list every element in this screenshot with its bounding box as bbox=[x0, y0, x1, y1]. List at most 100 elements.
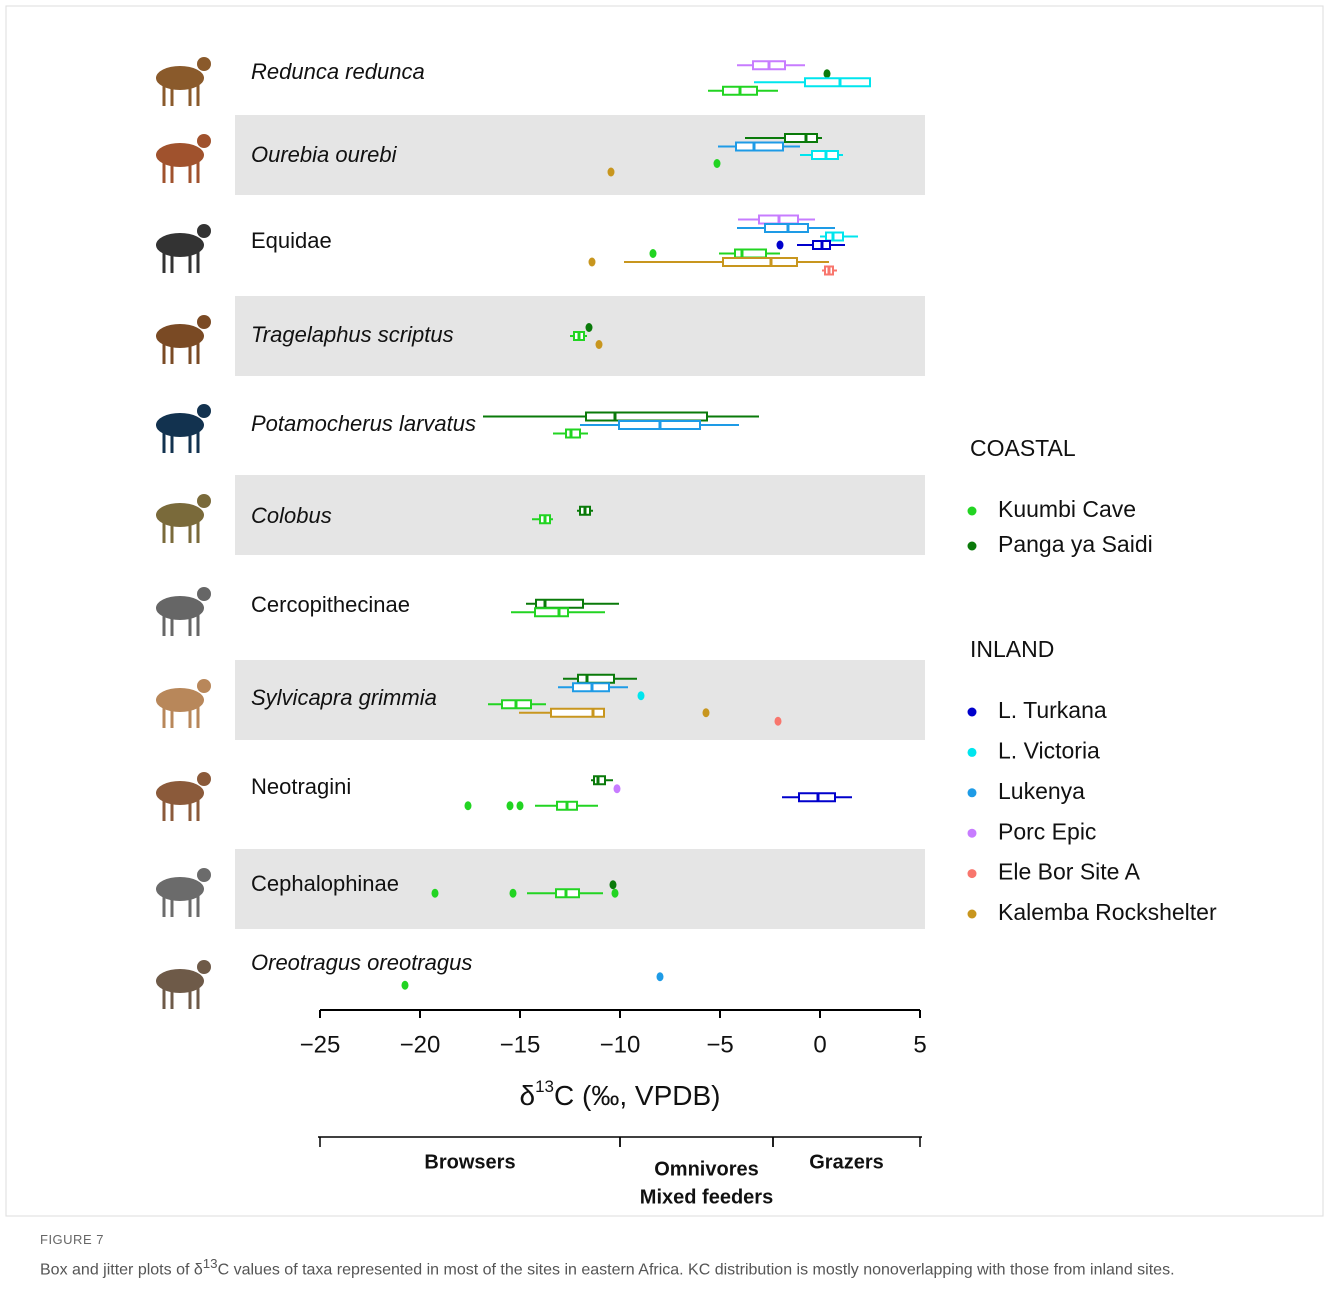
caption: FIGURE 7 Box and jitter plots of δ13C va… bbox=[40, 1228, 1302, 1282]
point bbox=[401, 980, 409, 990]
animal-body bbox=[156, 233, 204, 257]
x-label-prefix: δ bbox=[520, 1080, 536, 1111]
point bbox=[516, 801, 524, 811]
animal-icon bbox=[156, 587, 211, 636]
animal-head bbox=[197, 494, 211, 508]
x-tick-label: −20 bbox=[400, 1031, 441, 1058]
animal-icon bbox=[156, 494, 211, 543]
box bbox=[722, 257, 798, 267]
legend-title: INLAND bbox=[970, 636, 1054, 662]
animal-head bbox=[197, 772, 211, 786]
animal-body bbox=[156, 413, 204, 437]
category-label: Oreotragus oreotragus bbox=[251, 950, 472, 975]
animal-icon bbox=[156, 404, 211, 453]
animal-icon bbox=[156, 57, 211, 106]
category-label: Potamocherus larvatus bbox=[251, 411, 476, 436]
category-label: Ourebia ourebi bbox=[251, 142, 398, 167]
legend-label: L. Victoria bbox=[998, 737, 1100, 763]
animal-head bbox=[197, 224, 211, 238]
legend-dot bbox=[967, 541, 977, 551]
point bbox=[613, 784, 621, 794]
animal-body bbox=[156, 324, 204, 348]
legend-dot bbox=[967, 828, 977, 838]
animal-body bbox=[156, 969, 204, 993]
category-label: Sylvicapra grimmia bbox=[251, 685, 437, 710]
box bbox=[585, 411, 708, 422]
category-label: Cephalophinae bbox=[251, 871, 399, 896]
category-label: Colobus bbox=[251, 503, 332, 528]
feeding-group-label: Grazers bbox=[809, 1151, 884, 1173]
legend-label: Porc Epic bbox=[998, 818, 1096, 844]
point bbox=[595, 340, 603, 349]
box bbox=[804, 77, 871, 88]
point bbox=[464, 801, 472, 811]
animal-icon bbox=[156, 315, 211, 364]
x-tick-label: 0 bbox=[813, 1031, 826, 1058]
legend-dot bbox=[967, 707, 977, 717]
animal-head bbox=[197, 57, 211, 71]
animal-body bbox=[156, 503, 204, 527]
animal-body bbox=[156, 877, 204, 901]
point bbox=[509, 888, 517, 898]
point bbox=[649, 249, 657, 258]
x-tick-label: −25 bbox=[300, 1031, 341, 1058]
animal-icon bbox=[156, 960, 211, 1009]
category-label: Neotragini bbox=[251, 774, 351, 799]
legend-dot bbox=[967, 869, 977, 879]
legend-dot bbox=[967, 506, 977, 516]
legend-label: Panga ya Saidi bbox=[998, 531, 1153, 557]
x-axis-label: δ13C (‰, VPDB) bbox=[520, 1077, 721, 1111]
animal-icon bbox=[156, 134, 211, 183]
animal-body bbox=[156, 66, 204, 90]
animal-icon bbox=[156, 679, 211, 728]
legend-label: L. Turkana bbox=[998, 697, 1107, 723]
legend-dot bbox=[967, 788, 977, 798]
legend-title: COASTAL bbox=[970, 435, 1076, 461]
animal-head bbox=[197, 868, 211, 882]
animal-icon bbox=[156, 772, 211, 821]
caption-suffix: C values of taxa represented in most of … bbox=[217, 1261, 1175, 1279]
caption-text: Box and jitter plots of δ13C values of t… bbox=[40, 1252, 1302, 1282]
point bbox=[823, 69, 831, 79]
point bbox=[431, 888, 439, 898]
legend-dot bbox=[967, 747, 977, 757]
figure-number: FIGURE 7 bbox=[40, 1232, 104, 1247]
animal-head bbox=[197, 134, 211, 148]
animal-body bbox=[156, 688, 204, 712]
box bbox=[565, 428, 581, 439]
figure-frame bbox=[5, 5, 1324, 1217]
box bbox=[784, 133, 818, 143]
animal-head bbox=[197, 679, 211, 693]
box bbox=[735, 141, 784, 152]
x-tick-label: −5 bbox=[706, 1031, 733, 1058]
box bbox=[535, 598, 584, 609]
animal-head bbox=[197, 315, 211, 329]
point bbox=[776, 240, 784, 250]
x-label-sup: 13 bbox=[535, 1077, 554, 1096]
point bbox=[774, 716, 782, 726]
point bbox=[588, 257, 596, 267]
box bbox=[734, 248, 767, 259]
legend-dot bbox=[967, 909, 977, 919]
animal-icon bbox=[156, 868, 211, 917]
category-label: Tragelaphus scriptus bbox=[251, 322, 454, 347]
animal-body bbox=[156, 143, 204, 167]
x-label-suffix: C (‰, VPDB) bbox=[554, 1080, 720, 1111]
caption-prefix: Box and jitter plots of δ bbox=[40, 1261, 203, 1279]
point bbox=[609, 880, 617, 890]
point bbox=[607, 167, 615, 177]
animal-body bbox=[156, 781, 204, 805]
point bbox=[713, 159, 721, 168]
feeding-group-label: Omnivores bbox=[654, 1158, 758, 1180]
point bbox=[656, 972, 664, 982]
legend-label: Kuumbi Cave bbox=[998, 496, 1136, 522]
animal-body bbox=[156, 596, 204, 620]
chart: δ13C (‰, VPDB) Redunca redunca Ourebia ou… bbox=[5, 5, 1324, 1217]
category-label: Equidae bbox=[251, 228, 332, 253]
x-tick-label: −10 bbox=[600, 1031, 641, 1058]
box bbox=[577, 673, 615, 684]
animal-head bbox=[197, 960, 211, 974]
legend-label: Lukenya bbox=[998, 778, 1085, 804]
point bbox=[637, 691, 645, 701]
